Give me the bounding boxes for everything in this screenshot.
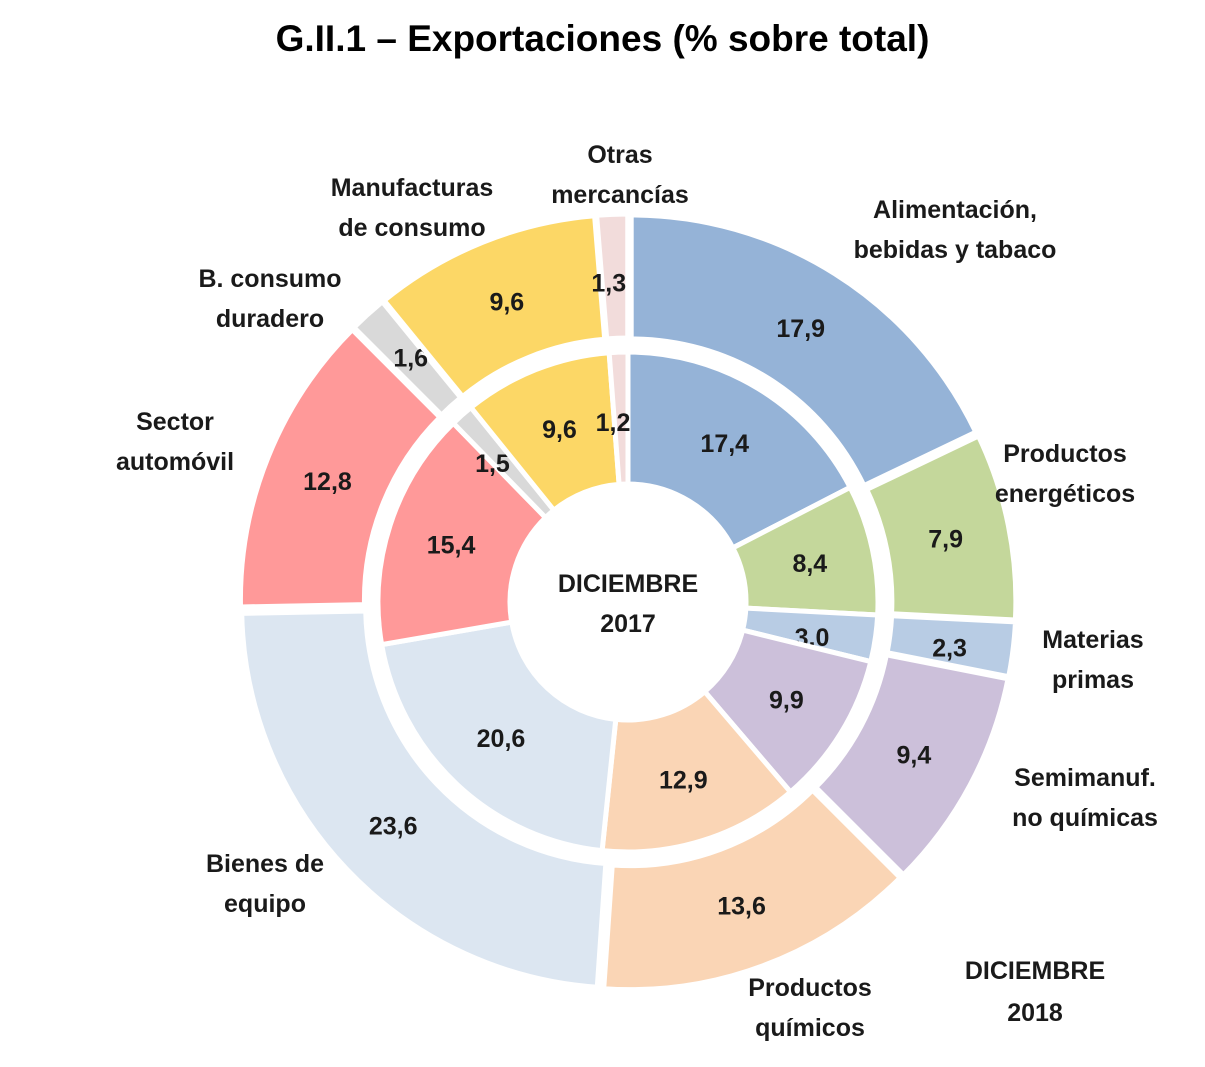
category-label-alimentacion-bebidas-y-tabaco: Alimentación, bebidas y tabaco bbox=[854, 196, 1057, 264]
inner-slice-bienes-de-equipo bbox=[378, 619, 619, 854]
outer-value-label-productos-quimicos: 13,6 bbox=[717, 892, 766, 920]
inner-value-label-semimanuf-no-quimicas: 9,9 bbox=[769, 687, 804, 715]
category-label-b-consumo-duradero: B. consumo duradero bbox=[198, 265, 341, 333]
outer-value-label-sector-automovil: 12,8 bbox=[303, 468, 352, 496]
inner-slice-otras-mercancias bbox=[606, 349, 631, 488]
inner-value-label-bienes-de-equipo: 20,6 bbox=[477, 725, 526, 753]
inner-value-label-productos-quimicos: 12,9 bbox=[659, 767, 708, 795]
outer-slice-sector-automovil bbox=[237, 326, 444, 610]
inner-value-label-productos-energeticos: 8,4 bbox=[792, 550, 827, 578]
category-label-bienes-de-equipo: Bienes de equipo bbox=[206, 850, 324, 918]
outer-value-label-bienes-de-equipo: 23,6 bbox=[369, 812, 418, 840]
category-label-materias-primas: Materias primas bbox=[1042, 626, 1143, 694]
inner-value-label-alimentacion-bebidas-y-tabaco: 17,4 bbox=[700, 430, 749, 458]
inner-value-label-manufacturas-de-consumo: 9,6 bbox=[542, 416, 577, 444]
outer-value-label-materias-primas: 2,3 bbox=[932, 635, 967, 663]
outer-value-label-productos-energeticos: 7,9 bbox=[928, 525, 963, 553]
category-label-manufacturas-de-consumo: Manufacturas de consumo bbox=[331, 174, 494, 242]
chart-title: G.II.1 – Exportaciones (% sobre total) bbox=[275, 18, 930, 59]
outer-slice-semimanuf-no-quimicas bbox=[812, 651, 1012, 879]
inner-value-label-sector-automovil: 15,4 bbox=[427, 532, 476, 560]
inner-slice-sector-automovil bbox=[375, 419, 550, 648]
outer-value-label-alimentacion-bebidas-y-tabaco: 17,9 bbox=[776, 315, 825, 343]
category-label-productos-energeticos: Productos energéticos bbox=[995, 440, 1135, 508]
outer-slice-otras-mercancias bbox=[593, 211, 631, 342]
outer-value-label-manufacturas-de-consumo: 9,6 bbox=[489, 289, 524, 317]
outer-value-label-otras-mercancias: 1,3 bbox=[591, 269, 626, 297]
inner-value-label-otras-mercancias: 1,2 bbox=[596, 409, 631, 437]
center-label: DICIEMBRE 2017 bbox=[558, 570, 698, 638]
outer-slice-productos-quimicos bbox=[601, 786, 904, 993]
outer-slice-bienes-de-equipo bbox=[239, 608, 609, 990]
outer-slice-alimentacion-bebidas-y-tabaco bbox=[628, 212, 980, 489]
category-label-productos-quimicos: Productos químicos bbox=[748, 974, 872, 1042]
inner-slice-productos-quimicos bbox=[599, 688, 795, 855]
category-label-sector-automovil: Sector automóvil bbox=[116, 408, 234, 476]
category-label-semimanuf-no-quimicas: Semimanuf. no químicas bbox=[1012, 764, 1158, 832]
outer-value-label-semimanuf-no-quimicas: 9,4 bbox=[896, 742, 931, 770]
outer-ring-label: DICIEMBRE 2018 bbox=[965, 957, 1105, 1027]
inner-value-label-b-consumo-duradero: 1,5 bbox=[475, 450, 510, 478]
inner-slice-alimentacion-bebidas-y-tabaco bbox=[625, 349, 854, 552]
category-label-otras-mercancias: Otras mercancías bbox=[551, 141, 689, 209]
